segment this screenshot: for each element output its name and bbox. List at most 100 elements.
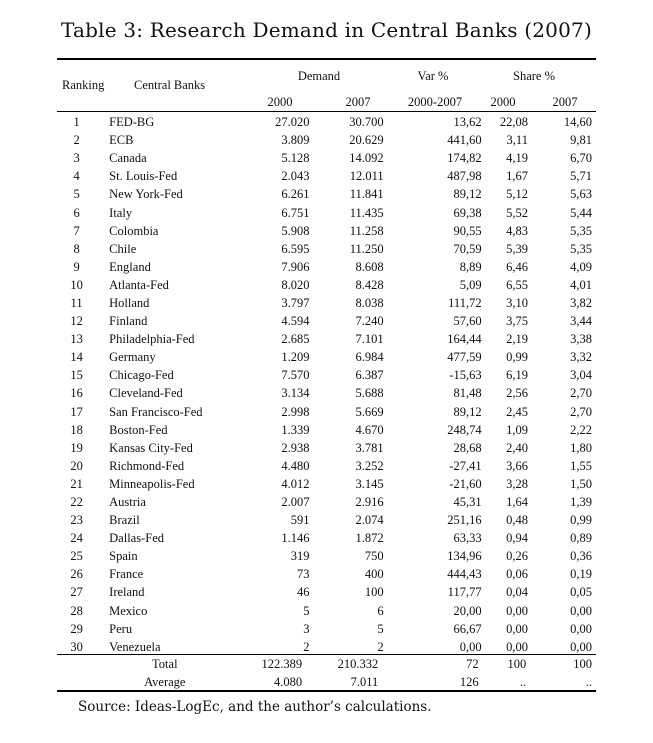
demand-2000-cell: 4.012 bbox=[281, 476, 310, 491]
demand-2007-cell: 400 bbox=[364, 567, 384, 582]
demand-2000-cell: 1.146 bbox=[281, 531, 310, 546]
share-2000-cell: 5,52 bbox=[506, 205, 528, 220]
share-2000-cell: 1,64 bbox=[506, 495, 528, 510]
demand-2007-cell: 8.428 bbox=[355, 277, 384, 292]
var-cell: 134,96 bbox=[447, 549, 482, 564]
demand-2000-cell: 2.938 bbox=[281, 440, 310, 455]
demand-2007-cell: 20.629 bbox=[349, 133, 384, 148]
share-2000-cell: 3,28 bbox=[506, 476, 528, 491]
demand-2007-cell: 5.669 bbox=[355, 404, 384, 419]
header-var: Var % bbox=[417, 69, 449, 83]
bank-name-cell: Italy bbox=[109, 205, 133, 220]
demand-2007-cell: 2.074 bbox=[355, 513, 384, 528]
var-cell: 90,55 bbox=[453, 223, 482, 238]
demand-2007-cell: 2.916 bbox=[355, 495, 384, 510]
bank-name-cell: Richmond-Fed bbox=[109, 458, 185, 473]
rank-cell: 18 bbox=[70, 422, 83, 437]
bank-name-cell: Boston-Fed bbox=[109, 422, 168, 437]
var-cell: 66,67 bbox=[453, 621, 482, 636]
demand-2000-cell: 7.906 bbox=[281, 259, 310, 274]
demand-2000-cell: 7.570 bbox=[281, 368, 310, 383]
share-2007-cell: 3,44 bbox=[570, 314, 592, 329]
bank-name-cell: Atlanta-Fed bbox=[109, 277, 169, 292]
bank-name-cell: San Francisco-Fed bbox=[109, 404, 203, 419]
share-2000-cell: 4,83 bbox=[506, 223, 528, 238]
rank-cell: 23 bbox=[70, 513, 83, 528]
demand-2007-cell: 11.258 bbox=[349, 223, 384, 238]
var-cell: 164,44 bbox=[447, 332, 482, 347]
share-2000-cell: 3,66 bbox=[506, 458, 528, 473]
average-d2000: 4.080 bbox=[274, 675, 303, 689]
rank-cell: 30 bbox=[70, 639, 83, 654]
share-2000-cell: 4,19 bbox=[506, 151, 528, 166]
share-2007-cell: 0,36 bbox=[570, 549, 592, 564]
demand-2000-cell: 2.007 bbox=[281, 495, 310, 510]
bank-name-cell: Cleveland-Fed bbox=[109, 386, 183, 401]
share-2000-cell: 6,19 bbox=[506, 368, 528, 383]
demand-2000-cell: 46 bbox=[296, 585, 310, 600]
header-demand-2007: 2007 bbox=[345, 95, 371, 109]
share-2000-cell: 22,08 bbox=[499, 115, 528, 130]
table-row: 9 England 7.906 8.608 8,89 6,46 4,09 bbox=[57, 258, 596, 276]
share-2000-cell: 2,40 bbox=[506, 440, 528, 455]
rank-cell: 21 bbox=[70, 476, 83, 491]
demand-2000-cell: 73 bbox=[296, 567, 310, 582]
table-row: 6 Italy 6.751 11.435 69,38 5,52 5,44 bbox=[57, 203, 596, 221]
share-2000-cell: 0,00 bbox=[506, 639, 528, 654]
table-row: 15 Chicago-Fed 7.570 6.387 -15,63 6,19 3,04 bbox=[57, 366, 596, 384]
bottom-rule bbox=[57, 690, 596, 692]
demand-2007-cell: 12.011 bbox=[349, 169, 384, 184]
var-cell: -21,60 bbox=[449, 476, 482, 491]
demand-2007-cell: 100 bbox=[364, 585, 384, 600]
total-row: Total 122.389 210.332 72 100 100 bbox=[57, 655, 596, 673]
table-row: 30 Venezuela 2 2 0,00 0,00 0,00 bbox=[57, 638, 596, 656]
bank-name-cell: Kansas City-Fed bbox=[109, 440, 193, 455]
demand-2000-cell: 319 bbox=[290, 549, 310, 564]
var-cell: 69,38 bbox=[453, 205, 482, 220]
demand-2007-cell: 14.092 bbox=[349, 151, 384, 166]
share-2007-cell: 9,81 bbox=[570, 133, 592, 148]
share-2000-cell: 6,55 bbox=[506, 277, 528, 292]
rank-cell: 15 bbox=[70, 368, 83, 383]
var-cell: 441,60 bbox=[447, 133, 482, 148]
share-2007-cell: 2,22 bbox=[570, 422, 592, 437]
demand-2007-cell: 6 bbox=[377, 603, 384, 618]
bank-name-cell: St. Louis-Fed bbox=[109, 169, 178, 184]
share-2007-cell: 3,04 bbox=[570, 368, 592, 383]
share-2007-cell: 0,19 bbox=[570, 567, 592, 582]
table-row: 28 Mexico 5 6 20,00 0,00 0,00 bbox=[57, 602, 596, 620]
header-share-2000: 2000 bbox=[490, 95, 516, 109]
bank-name-cell: New York-Fed bbox=[109, 187, 183, 202]
rank-cell: 22 bbox=[70, 495, 83, 510]
demand-2000-cell: 591 bbox=[290, 513, 310, 528]
top-rule bbox=[57, 58, 596, 60]
demand-2007-cell: 8.038 bbox=[355, 295, 384, 310]
rank-cell: 29 bbox=[70, 621, 83, 636]
var-cell: 70,59 bbox=[453, 241, 482, 256]
share-2000-cell: 0,06 bbox=[506, 567, 528, 582]
table-row: 24 Dallas-Fed 1.146 1.872 63,33 0,94 0,89 bbox=[57, 529, 596, 547]
source-note: Source: Ideas-LogEc, and the author’s ca… bbox=[78, 699, 432, 715]
table-row: 14 Germany 1.209 6.984 477,59 0,99 3,32 bbox=[57, 348, 596, 366]
demand-2000-cell: 4.480 bbox=[281, 458, 310, 473]
rank-cell: 20 bbox=[70, 458, 83, 473]
share-2007-cell: 1,50 bbox=[570, 476, 592, 491]
total-var: 72 bbox=[466, 657, 479, 671]
rank-cell: 27 bbox=[70, 585, 83, 600]
table-row: 13 Philadelphia-Fed 2.685 7.101 164,44 2,19 3,… bbox=[57, 330, 596, 348]
average-label: Average bbox=[144, 675, 186, 689]
demand-2007-cell: 7.101 bbox=[355, 332, 384, 347]
bank-name-cell: ECB bbox=[109, 133, 134, 148]
share-2007-cell: 3,32 bbox=[570, 350, 592, 365]
bank-name-cell: Chile bbox=[109, 241, 137, 256]
rank-cell: 1 bbox=[73, 115, 80, 130]
table-row: 26 France 73 400 444,43 0,06 0,19 bbox=[57, 565, 596, 583]
rank-cell: 6 bbox=[73, 205, 80, 220]
total-s2007: 100 bbox=[573, 657, 592, 671]
demand-2007-cell: 30.700 bbox=[349, 115, 384, 130]
demand-2007-cell: 2 bbox=[377, 639, 384, 654]
demand-2000-cell: 5.908 bbox=[281, 223, 310, 238]
var-cell: 13,62 bbox=[453, 115, 482, 130]
bank-name-cell: Chicago-Fed bbox=[109, 368, 174, 383]
var-cell: -27,41 bbox=[449, 458, 482, 473]
